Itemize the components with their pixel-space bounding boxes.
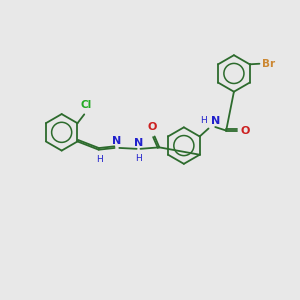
Text: N: N <box>212 116 221 126</box>
Text: H: H <box>96 155 103 164</box>
Text: O: O <box>148 122 157 132</box>
Text: N: N <box>112 136 122 146</box>
Text: H: H <box>135 154 142 163</box>
Text: O: O <box>241 126 250 136</box>
Text: N: N <box>134 138 143 148</box>
Text: H: H <box>200 116 207 125</box>
Text: Cl: Cl <box>80 100 91 110</box>
Text: Br: Br <box>262 59 275 69</box>
